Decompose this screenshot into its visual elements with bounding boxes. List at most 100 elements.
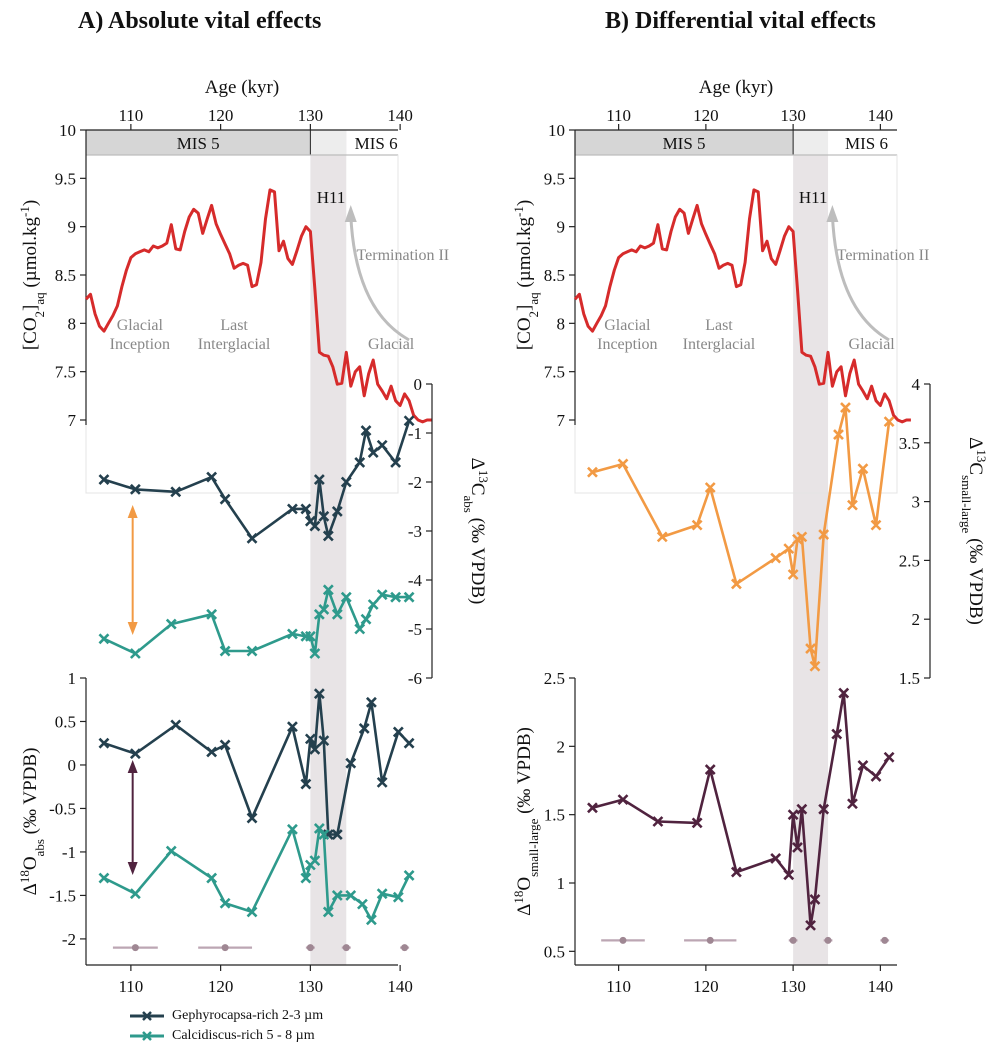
panel-b-bottom-tick-label: 130: [780, 977, 806, 996]
panel-b-d18o-point: [883, 751, 895, 763]
panel-a-d13c-point: [331, 505, 343, 517]
panel-b-d18o-point: [831, 728, 843, 740]
panel-b-d13c-point: [796, 531, 808, 543]
panel-b-last-interglacial-label: Last: [705, 317, 733, 334]
panel-a-d13c-axis-label: Δ13Cabs (‰ VPDB): [462, 458, 492, 605]
panel-b-d13c-point: [809, 660, 821, 672]
panel-a-d13c-point: [340, 591, 352, 603]
panel-a-d13c-point: [309, 520, 321, 532]
panel-b-mis-transition: [793, 130, 829, 155]
panel-b-d18o-point: [809, 893, 821, 905]
panel-a-d13c-point: [206, 608, 218, 620]
panel-a-d13c-point: [390, 456, 402, 468]
panel-a-age-axis-label: Age (kyr): [205, 77, 279, 98]
panel-b-co2-axis-label: [CO2]aq (µmol.kg-1): [511, 200, 541, 350]
panel-b-d13c-tick-label: 4: [912, 375, 921, 394]
panel-a-termination-label: Termination II: [357, 247, 450, 264]
panel-a-top-tick-label: 140: [387, 106, 413, 125]
panel-b-d13c-point: [656, 531, 668, 543]
panel-b-d18o-point: [792, 842, 803, 853]
panel-a-top-tick-label: 110: [118, 106, 143, 125]
panel-a-d13c-point: [376, 589, 388, 601]
panel-b-termination-arrowhead: [826, 205, 839, 222]
panel-b-co2-tick-label: 9: [557, 218, 566, 237]
panel-a-d18o-point: [376, 888, 388, 900]
panel-a-d13c-point: [360, 425, 372, 436]
panel-a-d18o-point: [376, 776, 388, 788]
panel-a-d13c-tick-label: -6: [408, 669, 422, 688]
panel-a-d18o-point: [318, 829, 330, 840]
panel-b-co2-tick-label: 8: [557, 314, 566, 333]
panel-b-d13c-point: [847, 499, 858, 511]
panel-a-age-error-dot: [401, 944, 409, 952]
panel-b-d18o-point: [652, 816, 664, 827]
panel-a-d18o-point: [365, 914, 377, 926]
panel-a-d18o-point: [170, 719, 182, 731]
panel-a-d13c-point: [246, 532, 258, 544]
panel-b-d13c-tick-label: 2: [912, 610, 921, 629]
panel-a-d18o-point: [345, 757, 357, 769]
panel-b-mis5-label: MIS 5: [663, 134, 706, 153]
panel-b-d13c-point: [770, 552, 782, 564]
panel-b-d13c-point: [857, 463, 869, 475]
panel-a-top-tick-label: 120: [208, 106, 234, 125]
panel-b-top-tick-label: 120: [693, 106, 719, 125]
panel-b-d18o-point: [770, 852, 782, 864]
panel-a-d18o-point: [309, 743, 321, 755]
panel-b-co2-line: [573, 188, 911, 424]
panel-a-d13c-point: [318, 603, 330, 615]
panel-b-d13c-point: [805, 643, 816, 655]
panel-b-d13c-point: [587, 466, 598, 478]
legend-swatch-calcidiscus: [130, 1031, 164, 1041]
panel-b-d13c-point: [704, 482, 716, 493]
panel-a-d18o-tick-label: 0.5: [55, 712, 76, 731]
panel-b-d18o-tick-label: 1: [557, 874, 566, 893]
panel-b-d18o-point: [704, 764, 716, 775]
panel-b-d18o-tick-label: 1.5: [544, 806, 565, 825]
panel-b-co2-tick-label: 7.5: [544, 363, 565, 382]
panel-a-co2-tick-label: 10: [59, 121, 76, 140]
panel-a-d13c-point: [300, 503, 312, 515]
panel-a-d18o-point: [98, 737, 110, 749]
panel-a-h11-label: H11: [317, 188, 346, 207]
panel-a-d18o-point: [165, 845, 177, 857]
legend-label-calcidiscus: Calcidiscus-rich 5 - 8 µm: [172, 1028, 315, 1043]
panel-b-d13c-point: [691, 519, 703, 531]
panel-b-age-axis-label: Age (kyr): [699, 77, 773, 98]
panel-b-d18o-point: [847, 798, 858, 810]
panel-b-bottom-tick-label: 120: [693, 977, 719, 996]
panel-a-d13c-point: [170, 486, 182, 498]
panel-a-d13c-point: [98, 474, 110, 485]
panel-b-d18o-tick-label: 2: [557, 737, 566, 756]
panel-a-d13c-point: [309, 648, 321, 659]
panel-b-glacial-label: Glacial: [849, 336, 896, 353]
panel-b-d13c-point: [833, 429, 844, 440]
panel-a-last-interglacial-label-2: Interglacial: [198, 336, 271, 353]
panel-b-d18o-point: [691, 817, 703, 829]
panel-a-d13c-point: [367, 599, 379, 610]
panel-a-age-error-dot: [306, 944, 314, 952]
panel-a-d13c-point: [98, 633, 110, 645]
panel-b-d13c-point: [730, 578, 742, 590]
panel-b-title: B) Differential vital effects: [605, 8, 876, 34]
panel-a-bottom-tick-label: 140: [387, 977, 413, 996]
panel-b-age-error-dot: [824, 936, 832, 944]
panel-b-d13c-tick-label: 3: [912, 493, 921, 512]
panel-b-d13c-point: [617, 458, 629, 470]
panel-a-d13c-point: [304, 630, 316, 642]
panel-b-h11-label: H11: [799, 188, 828, 207]
panel-a-mis6-label: MIS 6: [355, 134, 398, 153]
legend-item-gephyrocapsa: Gephyrocapsa-rich 2-3 µm: [130, 1006, 323, 1026]
panel-a-d18o-point: [129, 888, 141, 900]
panel-a-d13c-point: [129, 648, 141, 659]
panel-a-d13c-point: [403, 591, 415, 603]
panel-b-top-tick-label: 140: [868, 106, 894, 125]
panel-a-d18o-point: [322, 906, 334, 918]
panel-a-bottom-tick-label: 120: [208, 977, 234, 996]
panel-a-d13c-tick-label: -3: [408, 522, 422, 541]
panel-b-d18o-point: [587, 802, 598, 814]
panel-a-co2-tick-label: 7: [68, 411, 77, 430]
panel-a-d13c-point: [313, 474, 325, 485]
panel-a-co2-tick-label: 8: [68, 314, 77, 333]
panel-b-d18o-tick-label: 0.5: [544, 942, 565, 961]
